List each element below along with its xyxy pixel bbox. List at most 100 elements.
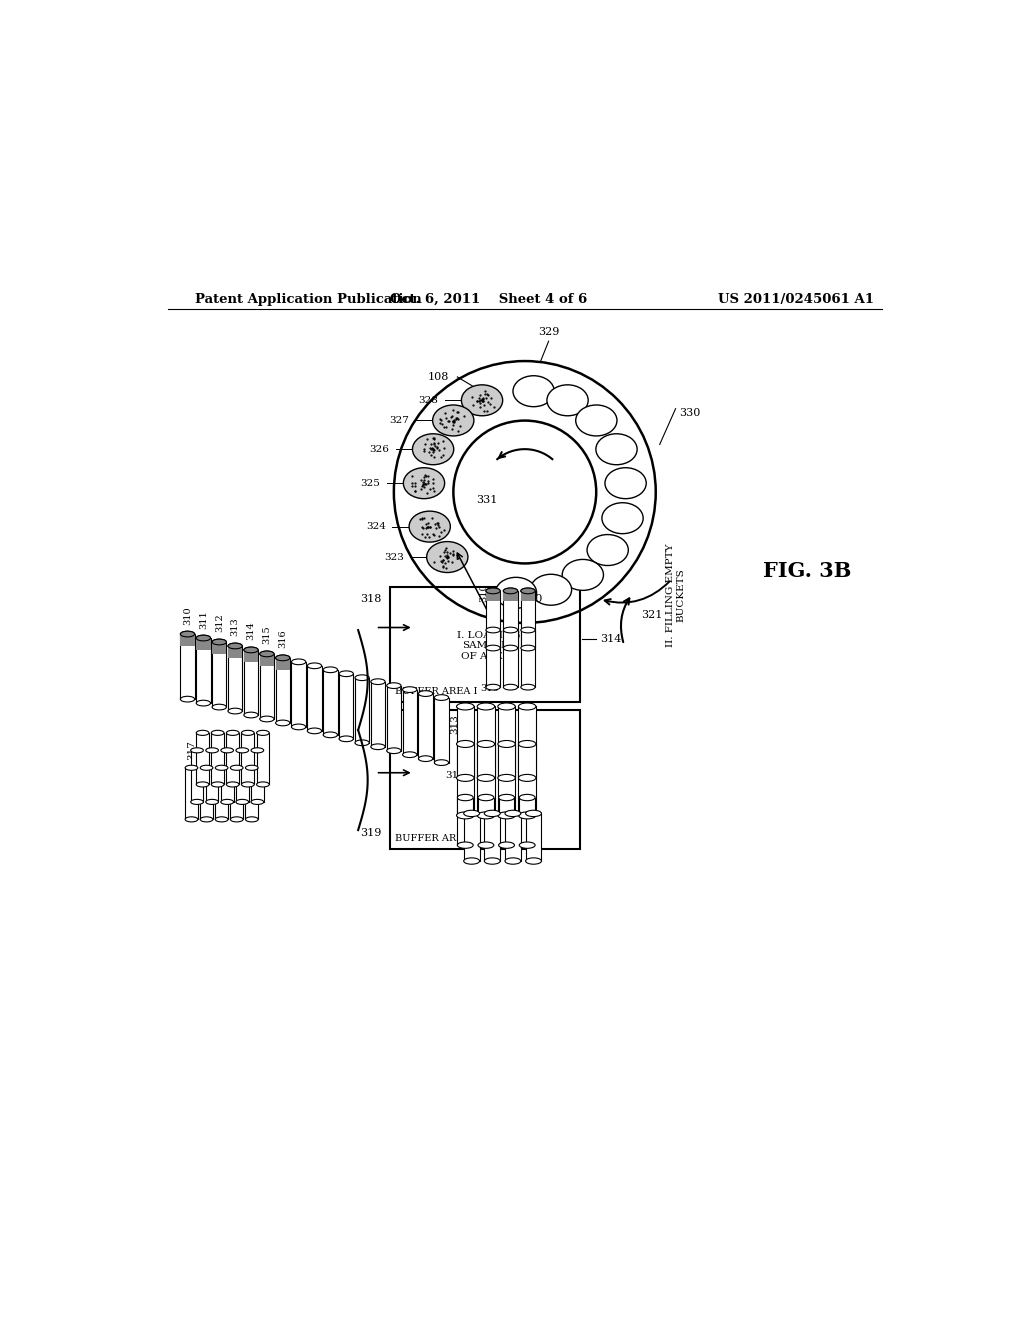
Ellipse shape xyxy=(257,781,269,787)
Bar xyxy=(486,630,500,688)
Ellipse shape xyxy=(339,737,353,742)
Bar xyxy=(504,591,518,648)
Ellipse shape xyxy=(226,730,240,735)
Bar xyxy=(477,744,495,816)
Ellipse shape xyxy=(504,684,518,690)
Ellipse shape xyxy=(307,663,322,669)
Ellipse shape xyxy=(228,643,243,649)
Bar xyxy=(505,813,521,861)
Ellipse shape xyxy=(221,748,233,752)
Ellipse shape xyxy=(458,795,473,801)
Ellipse shape xyxy=(275,721,290,726)
Ellipse shape xyxy=(212,639,226,645)
Bar xyxy=(387,685,401,751)
Bar xyxy=(242,733,254,784)
Ellipse shape xyxy=(275,655,290,661)
Bar xyxy=(521,630,536,688)
Ellipse shape xyxy=(547,385,588,416)
Text: 331: 331 xyxy=(476,495,497,506)
Ellipse shape xyxy=(562,560,603,590)
Bar xyxy=(464,813,479,861)
Bar xyxy=(246,768,258,820)
Text: II. FILLING EMPTY
BUCKETS: II. FILLING EMPTY BUCKETS xyxy=(666,544,685,647)
Text: I. LOADING
SAMPLES
OF AREA I: I. LOADING SAMPLES OF AREA I xyxy=(458,631,521,661)
Ellipse shape xyxy=(602,503,643,533)
Bar xyxy=(324,669,338,735)
Text: 311: 311 xyxy=(199,610,208,628)
Text: 321: 321 xyxy=(641,610,663,620)
Ellipse shape xyxy=(498,812,515,818)
Ellipse shape xyxy=(197,635,211,642)
Ellipse shape xyxy=(201,817,213,822)
Ellipse shape xyxy=(402,686,417,693)
Text: 326: 326 xyxy=(370,445,389,454)
Ellipse shape xyxy=(292,659,306,665)
Bar xyxy=(212,642,226,653)
Ellipse shape xyxy=(519,842,536,849)
Bar xyxy=(457,706,474,777)
Bar xyxy=(390,587,581,702)
Ellipse shape xyxy=(230,817,243,822)
Text: 108: 108 xyxy=(428,372,450,381)
Ellipse shape xyxy=(499,842,514,849)
Ellipse shape xyxy=(260,651,274,657)
Ellipse shape xyxy=(477,775,495,781)
Ellipse shape xyxy=(413,434,454,465)
Text: 317: 317 xyxy=(187,741,196,760)
Ellipse shape xyxy=(477,812,495,818)
Text: 317: 317 xyxy=(445,771,465,780)
Bar xyxy=(236,750,249,803)
Bar xyxy=(486,591,500,601)
Text: 319: 319 xyxy=(360,828,382,838)
Bar xyxy=(190,750,204,803)
Text: 312: 312 xyxy=(215,614,224,632)
Bar xyxy=(498,706,515,777)
Ellipse shape xyxy=(387,748,401,754)
Ellipse shape xyxy=(519,795,536,801)
Ellipse shape xyxy=(504,587,518,594)
Ellipse shape xyxy=(587,535,629,565)
Text: BUFFER AREA II: BUFFER AREA II xyxy=(394,834,481,842)
Ellipse shape xyxy=(518,704,536,710)
Ellipse shape xyxy=(504,645,518,651)
Ellipse shape xyxy=(462,385,503,416)
Bar xyxy=(206,750,218,803)
Bar xyxy=(180,634,195,645)
Ellipse shape xyxy=(505,858,521,865)
Bar xyxy=(244,649,258,715)
Ellipse shape xyxy=(409,511,451,543)
Ellipse shape xyxy=(525,810,542,817)
Ellipse shape xyxy=(499,795,514,801)
Text: 330: 330 xyxy=(680,408,700,417)
Ellipse shape xyxy=(324,667,338,673)
Bar xyxy=(226,733,240,784)
Text: 320: 320 xyxy=(521,594,542,605)
Ellipse shape xyxy=(244,713,258,718)
Bar xyxy=(518,706,536,777)
Ellipse shape xyxy=(197,635,211,642)
Ellipse shape xyxy=(605,467,646,499)
Bar xyxy=(521,591,536,648)
Text: 316: 316 xyxy=(279,630,288,648)
Bar xyxy=(197,638,211,649)
Bar xyxy=(525,813,542,861)
Ellipse shape xyxy=(371,678,385,685)
Ellipse shape xyxy=(486,587,500,594)
Ellipse shape xyxy=(355,741,370,746)
Ellipse shape xyxy=(212,639,226,645)
Bar xyxy=(504,630,518,688)
Text: Patent Application Publication: Patent Application Publication xyxy=(196,293,422,306)
Bar xyxy=(457,744,474,816)
Ellipse shape xyxy=(197,781,209,787)
Ellipse shape xyxy=(221,800,233,804)
Bar xyxy=(390,710,581,849)
Ellipse shape xyxy=(251,748,264,752)
Text: 310: 310 xyxy=(183,606,193,624)
Ellipse shape xyxy=(260,651,274,657)
Ellipse shape xyxy=(212,704,226,710)
Text: 318: 318 xyxy=(360,594,382,603)
Ellipse shape xyxy=(457,812,474,818)
Bar xyxy=(221,750,233,803)
Ellipse shape xyxy=(477,704,495,710)
Bar xyxy=(292,661,306,727)
